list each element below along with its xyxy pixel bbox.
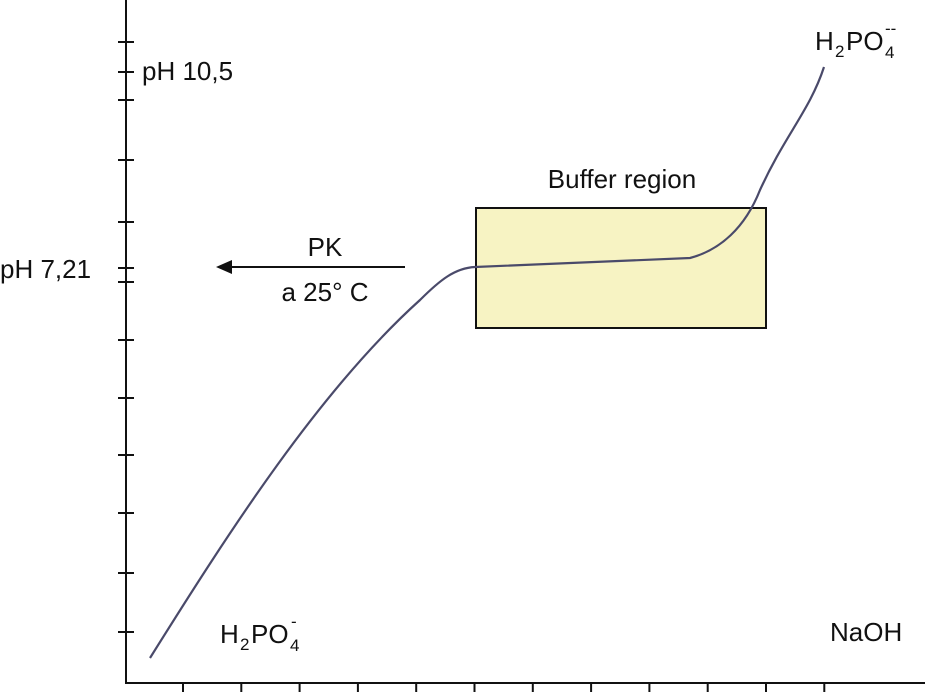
buffer-label: Buffer region [548, 164, 696, 194]
reagent-label: NaOH [830, 617, 902, 647]
ticks [118, 41, 826, 692]
formula-sub: 4 [290, 636, 299, 655]
upper-ph-label: pH 10,5 [142, 56, 233, 86]
arrow-head [216, 260, 232, 274]
formula-part: PO [846, 26, 884, 56]
lower-ph-label: pH 7,21 [0, 254, 91, 284]
end-species: H 2 PO 4 -- [815, 19, 896, 62]
titration-curve [149, 66, 826, 659]
formula-sup: -- [885, 19, 896, 38]
pk-line1: PK [308, 232, 343, 262]
buffer-box [475, 207, 767, 329]
formula-part: H [815, 26, 834, 56]
formula-sup: - [291, 612, 297, 631]
formula-part: H [220, 619, 239, 649]
formula-part: PO [251, 619, 289, 649]
formula-sub: 2 [240, 635, 249, 654]
formula-sub: 2 [835, 42, 844, 61]
formula-sub: 4 [885, 43, 894, 62]
pk-line2: a 25° C [281, 277, 368, 307]
start-species: H 2 PO 4 - [220, 612, 299, 655]
